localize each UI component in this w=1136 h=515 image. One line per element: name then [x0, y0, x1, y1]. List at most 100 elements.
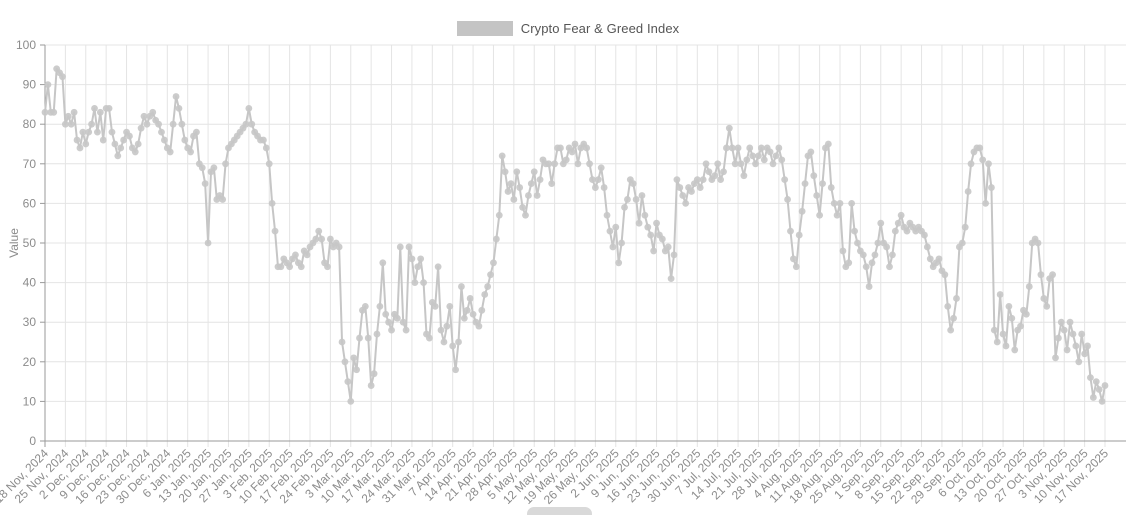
- data-point: [1022, 310, 1030, 318]
- scrollbar-thumb[interactable]: [527, 507, 592, 515]
- data-point: [510, 196, 518, 203]
- data-point: [1063, 346, 1071, 354]
- data-point: [874, 239, 882, 247]
- data-point: [990, 326, 998, 334]
- data-point: [455, 338, 462, 346]
- data-point: [158, 128, 165, 136]
- data-point: [402, 326, 410, 334]
- data-point: [426, 334, 433, 342]
- data-point: [883, 243, 890, 251]
- data-point: [1011, 346, 1019, 354]
- data-point: [947, 326, 955, 334]
- data-point: [88, 120, 95, 128]
- data-point: [1025, 283, 1033, 290]
- data-point: [286, 263, 294, 271]
- data-point: [385, 318, 393, 326]
- data-point: [816, 211, 824, 219]
- data-point: [935, 255, 943, 263]
- data-point: [621, 203, 628, 211]
- data-point: [178, 120, 186, 128]
- data-point: [903, 227, 911, 235]
- data-point: [574, 160, 582, 168]
- legend[interactable]: Crypto Fear & Greed Index: [0, 21, 1136, 36]
- data-point: [536, 176, 544, 184]
- data-point: [632, 196, 640, 203]
- data-point: [417, 255, 425, 263]
- data-point: [775, 144, 783, 152]
- data-point: [926, 255, 934, 263]
- data-point: [827, 184, 835, 191]
- data-point: [61, 120, 69, 128]
- data-point: [982, 200, 989, 207]
- data-point: [169, 120, 177, 128]
- data-point: [752, 160, 759, 168]
- data-point: [766, 148, 774, 156]
- data-point: [551, 160, 559, 168]
- data-point: [1069, 330, 1077, 338]
- data-point: [737, 160, 745, 168]
- data-point: [1087, 374, 1094, 382]
- data-point: [478, 306, 486, 314]
- data-point: [492, 235, 500, 243]
- data-point: [964, 188, 972, 195]
- data-point: [801, 180, 809, 188]
- y-tick-label: 80: [23, 117, 37, 131]
- y-tick-label: 60: [23, 196, 37, 210]
- data-point: [778, 156, 786, 164]
- data-point: [1017, 322, 1024, 330]
- data-point: [513, 168, 521, 176]
- data-point: [705, 168, 713, 176]
- data-point: [1089, 394, 1097, 401]
- data-point: [219, 196, 227, 203]
- data-point: [961, 223, 969, 231]
- data-point: [862, 263, 870, 271]
- data-point: [498, 152, 506, 160]
- data-point: [361, 302, 369, 310]
- data-point: [889, 251, 896, 259]
- data-point: [131, 148, 139, 156]
- data-point: [877, 219, 885, 227]
- data-point: [222, 160, 229, 168]
- data-point: [583, 144, 591, 152]
- data-point: [679, 192, 687, 199]
- data-point: [149, 108, 157, 116]
- data-point: [923, 243, 931, 251]
- data-point: [469, 310, 477, 318]
- data-point: [979, 156, 987, 164]
- data-point: [696, 184, 704, 191]
- data-point: [845, 259, 853, 267]
- data-point: [798, 207, 806, 215]
- y-tick-label: 100: [16, 38, 36, 52]
- data-point: [487, 271, 494, 279]
- data-point: [1037, 271, 1045, 279]
- data-point: [210, 164, 218, 172]
- data-point: [440, 338, 448, 346]
- data-point: [408, 255, 416, 263]
- data-point: [586, 160, 593, 168]
- data-point: [458, 283, 465, 290]
- data-point: [571, 140, 579, 148]
- data-point: [67, 120, 75, 128]
- data-point: [725, 124, 733, 132]
- data-point: [624, 196, 631, 203]
- data-point: [612, 223, 620, 231]
- legend-swatch-icon: [456, 21, 513, 36]
- data-point: [271, 227, 279, 235]
- data-point: [326, 235, 334, 243]
- data-point: [641, 211, 649, 219]
- data-point: [769, 160, 777, 168]
- data-point: [268, 200, 276, 207]
- data-point: [784, 196, 791, 203]
- data-point: [711, 172, 719, 180]
- data-point: [664, 243, 672, 251]
- data-point: [242, 120, 250, 128]
- data-point: [606, 227, 614, 235]
- data-point: [420, 279, 427, 286]
- data-point: [589, 176, 596, 184]
- data-point: [851, 227, 858, 235]
- data-point: [1052, 354, 1059, 362]
- data-point: [460, 314, 468, 322]
- data-point: [1078, 330, 1086, 338]
- data-point: [755, 152, 762, 160]
- data-point: [137, 124, 145, 132]
